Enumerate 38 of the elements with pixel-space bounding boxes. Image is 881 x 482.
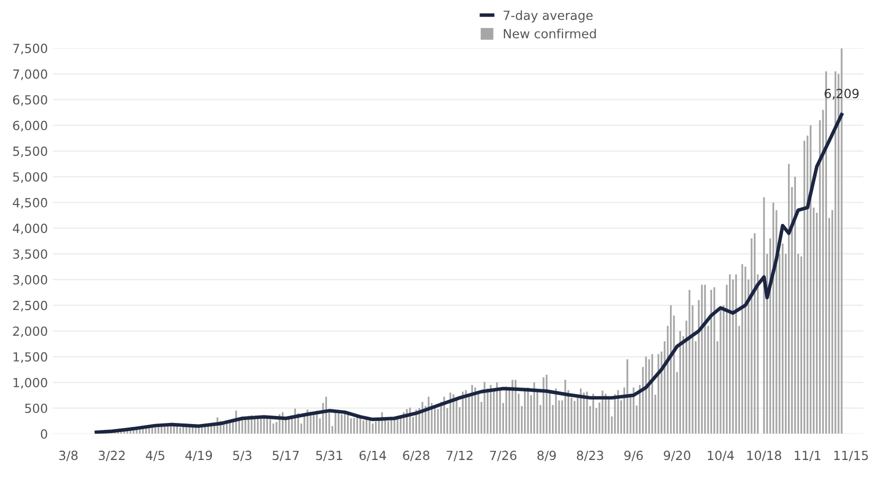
x-tick-label: 3/8 bbox=[59, 450, 78, 462]
x-tick-label: 10/18 bbox=[747, 450, 782, 462]
x-tick-label: 9/20 bbox=[664, 450, 690, 462]
x-tick-label: 4/5 bbox=[146, 450, 164, 462]
legend-label: New confirmed bbox=[504, 28, 596, 38]
y-tick-label: 6,000 bbox=[13, 120, 48, 132]
x-tick-label: 8/9 bbox=[537, 450, 556, 462]
x-tick-label: 5/3 bbox=[233, 450, 252, 462]
x-tick-label: 9/6 bbox=[624, 450, 643, 462]
x-tick-label: 5/17 bbox=[272, 450, 299, 462]
annotation: 6,209 bbox=[824, 88, 859, 100]
y-tick-label: 0 bbox=[40, 429, 48, 439]
y-tick-label: 2,000 bbox=[13, 326, 48, 338]
x-tick-label: 11/15 bbox=[834, 450, 868, 462]
y-tick-label: 5,000 bbox=[13, 172, 48, 183]
x-tick-label: 8/23 bbox=[576, 450, 604, 462]
x-tick-label: 4/19 bbox=[185, 450, 212, 462]
x-tick-label: 7/26 bbox=[490, 450, 516, 462]
y-tick-label: 7,500 bbox=[13, 44, 48, 54]
y-tick-label: 6,500 bbox=[13, 95, 48, 106]
x-tick-label: 6/14 bbox=[360, 450, 386, 462]
y-tick-label: 1,500 bbox=[14, 352, 48, 363]
x-tick-label: 3/22 bbox=[98, 450, 125, 462]
y-tick-label: 4,000 bbox=[12, 224, 48, 234]
x-tick-label: 10/4 bbox=[708, 450, 734, 462]
y-tick-label: 500 bbox=[25, 404, 48, 414]
y-tick-label: 1,000 bbox=[14, 378, 48, 389]
y-tick-label: 2,500 bbox=[13, 300, 48, 312]
legend-label: 7-day average bbox=[504, 10, 593, 22]
x-tick-label: 11/1 bbox=[794, 450, 820, 462]
x-tick-label: 6/28 bbox=[403, 450, 430, 462]
x-tick-label: 5/31 bbox=[316, 450, 342, 462]
y-tick-label: 3,500 bbox=[13, 249, 48, 260]
y-tick-label: 3,000 bbox=[13, 275, 48, 286]
x-tick-label: 7/12 bbox=[446, 450, 472, 462]
y-tick-label: 4,500 bbox=[12, 198, 48, 209]
y-tick-label: 5,500 bbox=[13, 146, 48, 158]
y-tick-label: 7,000 bbox=[13, 69, 48, 80]
